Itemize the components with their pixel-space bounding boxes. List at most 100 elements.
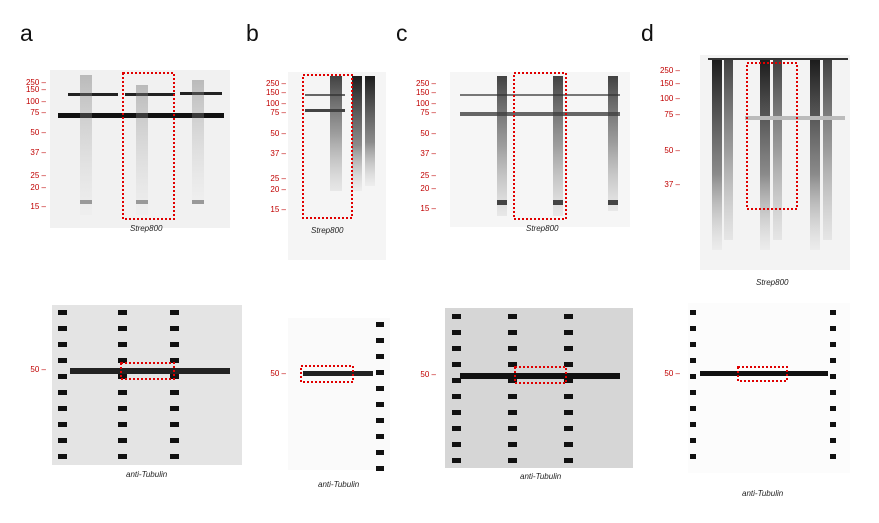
mw-marker-label: 100 – bbox=[25, 97, 46, 106]
ladder-band bbox=[508, 330, 517, 335]
ladder-lane bbox=[118, 310, 127, 459]
ladder-band bbox=[564, 346, 573, 351]
ladder-band bbox=[564, 314, 573, 319]
ladder-band bbox=[690, 438, 696, 443]
ladder-band bbox=[690, 406, 696, 411]
ladder-band bbox=[170, 454, 179, 459]
blot-b-tubulin bbox=[288, 318, 390, 471]
mw-marker-label: 15 – bbox=[30, 202, 46, 211]
ladder-band bbox=[508, 394, 517, 399]
mw-marker-label: 37 – bbox=[270, 149, 286, 158]
ladder-band bbox=[830, 310, 836, 315]
ladder-band bbox=[58, 406, 67, 411]
panel-letter-d: d bbox=[641, 20, 654, 46]
mw-marker-label: 75 – bbox=[270, 108, 286, 117]
ladder-band bbox=[58, 438, 67, 443]
ladder-band bbox=[830, 422, 836, 427]
mw-marker-label: 37 – bbox=[30, 148, 46, 157]
ladder-band bbox=[452, 346, 461, 351]
ladder-band bbox=[564, 442, 573, 447]
ladder-band bbox=[564, 410, 573, 415]
mw-marker-label: 250 – bbox=[25, 78, 46, 87]
panel-letter-c: c bbox=[396, 20, 408, 46]
ladder-band bbox=[170, 374, 179, 379]
ladder-band bbox=[564, 378, 573, 383]
blot-a-tubulin bbox=[52, 305, 242, 465]
ladder-band bbox=[830, 374, 836, 379]
mw-marker-label: 150 – bbox=[659, 79, 680, 88]
ladder-band bbox=[170, 342, 179, 347]
ladder-band bbox=[508, 410, 517, 415]
mw-marker-label: 20 – bbox=[30, 183, 46, 192]
ladder-band bbox=[452, 410, 461, 415]
highlight-box bbox=[514, 366, 567, 384]
ladder-band bbox=[452, 394, 461, 399]
highlight-box bbox=[120, 362, 175, 380]
mw-marker-label: 50 – bbox=[664, 369, 680, 378]
ladder-band bbox=[58, 374, 67, 379]
mw-marker-label: 50 – bbox=[30, 365, 46, 374]
blot-d-tubulin bbox=[688, 303, 850, 473]
ladder-band bbox=[564, 394, 573, 399]
mw-marker-label: 75 – bbox=[664, 110, 680, 119]
ladder-band bbox=[452, 314, 461, 319]
blot-b-strep bbox=[288, 72, 386, 260]
mw-marker-label: 100 – bbox=[415, 99, 436, 108]
blot-c-strep bbox=[450, 72, 630, 227]
ladder-band bbox=[376, 418, 384, 423]
mw-marker-label: 150 – bbox=[415, 88, 436, 97]
ladder-band bbox=[508, 314, 517, 319]
ladder-band bbox=[690, 326, 696, 331]
ladder-band bbox=[452, 458, 461, 463]
ladder-band bbox=[58, 422, 67, 427]
ladder-band bbox=[118, 342, 127, 347]
ladder-band bbox=[452, 426, 461, 431]
ladder-band bbox=[452, 378, 461, 383]
ladder-band bbox=[452, 330, 461, 335]
caption-c-top: Strep800 bbox=[526, 224, 559, 233]
caption-d-top: Strep800 bbox=[756, 278, 789, 287]
mw-marker-label: 250 – bbox=[659, 66, 680, 75]
caption-b-bottom: anti-Tubulin bbox=[318, 480, 360, 489]
ladder-band bbox=[508, 346, 517, 351]
mw-marker-label: 25 – bbox=[270, 174, 286, 183]
ladder-band bbox=[452, 442, 461, 447]
mw-marker-label: 15 – bbox=[420, 204, 436, 213]
ladder-band bbox=[118, 310, 127, 315]
ladder-band bbox=[690, 310, 696, 315]
mw-marker-label: 150 – bbox=[265, 88, 286, 97]
mw-marker-label: 20 – bbox=[420, 184, 436, 193]
ladder-band bbox=[564, 458, 573, 463]
caption-b-top: Strep800 bbox=[311, 226, 344, 235]
ladder-lane bbox=[452, 314, 461, 463]
ladder-band bbox=[830, 406, 836, 411]
mw-marker-label: 50 – bbox=[420, 129, 436, 138]
caption-d-bottom: anti-Tubulin bbox=[742, 489, 784, 498]
ladder-band bbox=[508, 442, 517, 447]
ladder-band bbox=[830, 342, 836, 347]
ladder-band bbox=[830, 358, 836, 363]
ladder-band bbox=[58, 342, 67, 347]
caption-a-bottom: anti-Tubulin bbox=[126, 470, 168, 479]
mw-marker-label: 50 – bbox=[270, 129, 286, 138]
ladder-band bbox=[564, 426, 573, 431]
ladder-band bbox=[118, 438, 127, 443]
mw-marker-label: 75 – bbox=[420, 108, 436, 117]
ladder-band bbox=[376, 354, 384, 359]
ladder-band bbox=[376, 434, 384, 439]
panel-letter-b: b bbox=[246, 20, 259, 46]
ladder-band bbox=[170, 310, 179, 315]
ladder-lane bbox=[508, 314, 517, 463]
ladder-band bbox=[690, 358, 696, 363]
ladder-band bbox=[58, 390, 67, 395]
caption-c-bottom: anti-Tubulin bbox=[520, 472, 562, 481]
mw-marker-label: 50 – bbox=[30, 128, 46, 137]
ladder-band bbox=[170, 358, 179, 363]
ladder-band bbox=[830, 438, 836, 443]
panel-letter-a: a bbox=[20, 20, 33, 46]
blot-a-strep bbox=[50, 70, 230, 228]
ladder-band bbox=[170, 326, 179, 331]
ladder-lane bbox=[376, 322, 384, 471]
ladder-band bbox=[690, 374, 696, 379]
